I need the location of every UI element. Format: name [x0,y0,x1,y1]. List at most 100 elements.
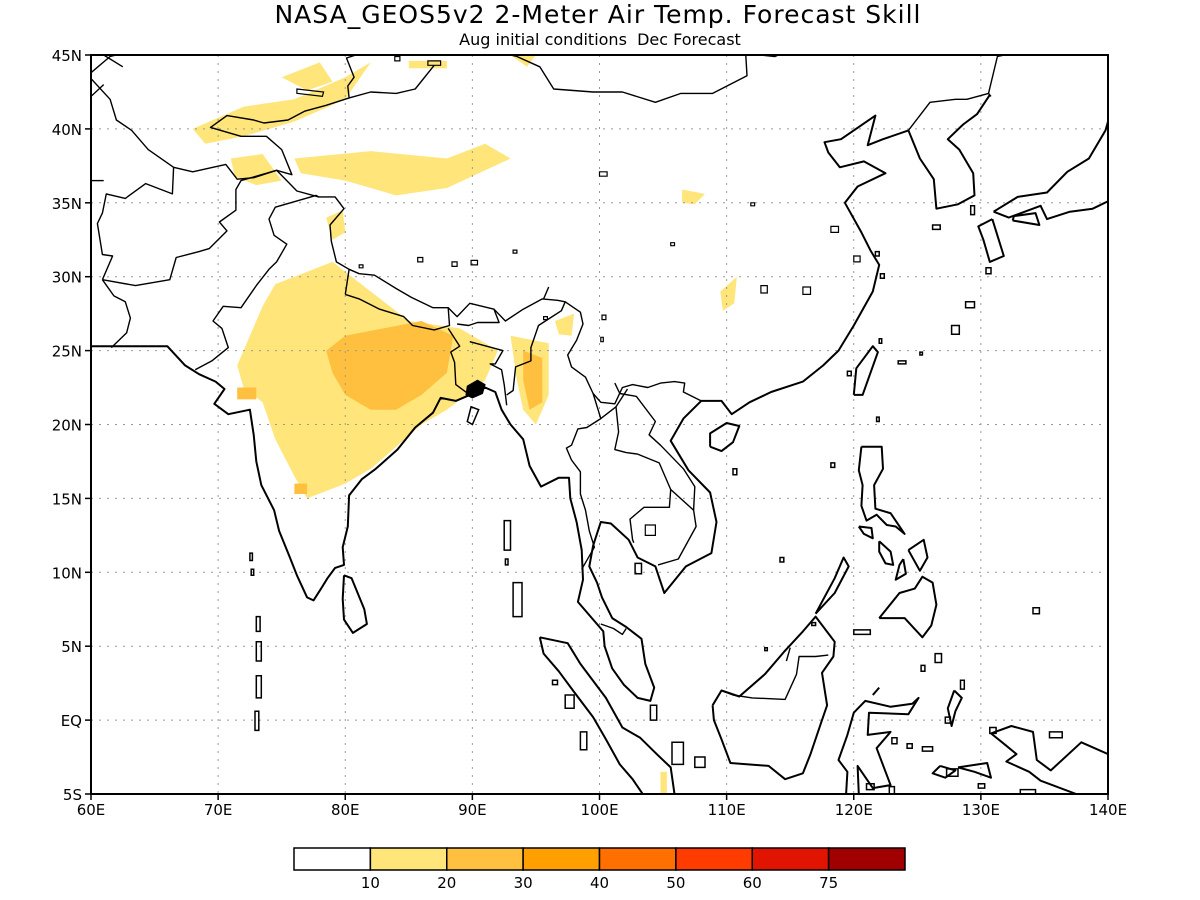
colorbar-swatch [293,847,372,871]
country-border [101,279,132,349]
coastline [990,732,1108,794]
island-outline [878,338,883,344]
colorbar-label: 30 [514,874,533,892]
skill-region-15 [555,313,575,336]
lake-outline [598,171,608,177]
graticule-gridlines [91,55,1108,794]
island-outline [466,405,480,426]
country-border [103,55,124,68]
island-outline [875,416,880,423]
island-outline [1019,788,1037,794]
island-outline [564,694,575,710]
coastline [993,200,1108,221]
island-outline [920,664,926,673]
country-border [493,298,566,396]
lake-outline [512,249,518,254]
country-border [256,169,319,198]
island-outline [969,205,976,216]
country-border [348,64,435,99]
latitude-axis: 45N 40N 35N 30N 25N 20N 15N 10N 5N EQ 5S [52,47,91,804]
lat-tick-label: 45N [52,47,82,65]
island-outline [779,556,785,563]
lake-outline [358,264,364,269]
island-outline [694,756,706,769]
lat-tick-label: 35N [52,195,82,213]
country-border [614,382,696,511]
skill-region-11 [510,55,536,67]
lake-outline [644,524,657,537]
map-plot-area [90,54,1109,795]
ganges-delta-coastline [465,379,486,399]
island-outline [921,745,934,752]
colorbar-label: 10 [361,874,380,892]
island-outline [985,267,992,275]
skill-region-1 [326,321,454,410]
lat-tick-label: 5S [63,786,82,804]
country-border [96,167,175,280]
colorbar-legend: 10 20 30 40 50 60 75 [293,847,906,892]
island-outline [255,641,263,662]
island-outline [1048,731,1063,739]
lon-tick-label: 130E [962,801,1000,819]
lon-tick-label: 90E [458,801,487,819]
colorbar-swatch [751,847,830,871]
island-outline [934,652,943,664]
lake-outline [394,55,401,62]
coastline [1011,212,1041,226]
skill-region-13 [720,276,737,311]
lat-tick-label: 5N [61,638,82,656]
lat-tick-label: 15N [52,490,82,508]
lon-tick-label: 80E [331,801,360,819]
country-border [344,269,350,295]
coastline [894,558,907,581]
island-outline [634,562,643,575]
coastline [878,575,938,639]
island-outline [897,360,907,365]
country-border [102,175,257,287]
coastlines-and-borders [91,55,1108,794]
country-border [91,84,105,97]
colorbar-label: 50 [666,874,685,892]
lake-outline [542,316,549,321]
coastline [837,696,920,794]
country-border [469,341,508,406]
country-border [600,406,672,543]
lake-outline [601,314,607,321]
island-outline [254,710,260,732]
lon-tick-label: 110E [708,801,746,819]
coastline [814,556,850,615]
island-outline [830,462,836,469]
lat-tick-label: 40N [52,121,82,139]
country-border [507,55,781,104]
country-border [564,301,702,405]
country-border [785,647,791,662]
coastline [341,574,368,634]
colorbar-label: 40 [590,874,609,892]
coastline [872,686,880,696]
lat-tick-label: EQ [61,712,82,730]
coastline [957,762,992,779]
lat-tick-label: 20N [52,417,82,435]
island-outline [551,679,559,686]
map-title: NASA_GEOS5v2 2-Meter Air Temp. Forecast … [274,0,921,29]
island-outline [249,552,254,562]
colorbar-swatch [446,847,524,871]
skill-region-8 [230,154,282,186]
island-outline [865,782,875,791]
lat-tick-label: 30N [52,269,82,287]
country-border [447,328,471,396]
longitude-axis: 60E 70E 80E 90E 100E 110E 120E 130E 140E [77,794,1127,819]
lake-outline [296,88,325,98]
coastline [857,445,906,535]
skill-region-7 [192,62,371,144]
island-outline [732,468,738,476]
island-outline [846,370,852,377]
island-outline [888,785,896,794]
island-outline [579,731,588,751]
skill-region-2 [237,387,257,400]
colorbar-swatch [598,847,677,871]
island-outline [512,581,523,618]
skill-region-9 [281,62,333,91]
colorbar-label: 60 [743,874,762,892]
